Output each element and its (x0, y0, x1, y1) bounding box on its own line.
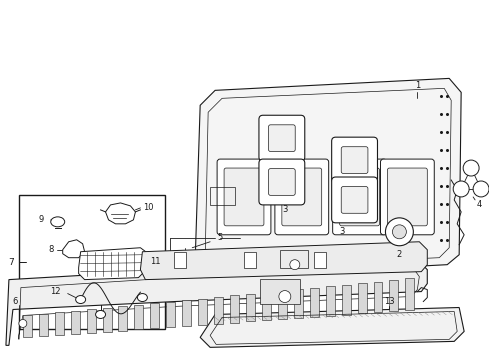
Bar (405, 279, 415, 310)
Bar (71, 311, 80, 334)
Circle shape (473, 181, 489, 197)
FancyBboxPatch shape (259, 115, 305, 161)
FancyBboxPatch shape (217, 159, 271, 235)
FancyBboxPatch shape (341, 186, 368, 213)
Bar (294, 289, 303, 318)
Polygon shape (105, 203, 135, 224)
Bar (314, 252, 326, 268)
Bar (260, 279, 300, 303)
Ellipse shape (96, 310, 105, 319)
Bar (342, 285, 350, 315)
Ellipse shape (51, 217, 65, 227)
Bar (55, 312, 64, 335)
Text: 9: 9 (38, 215, 44, 224)
Bar (182, 300, 191, 326)
Polygon shape (200, 307, 464, 347)
Polygon shape (195, 78, 461, 278)
Text: 5: 5 (218, 233, 223, 242)
Circle shape (463, 160, 479, 176)
FancyBboxPatch shape (380, 159, 434, 235)
Text: 3: 3 (282, 206, 288, 215)
Bar (174, 252, 186, 268)
Bar (198, 298, 207, 325)
FancyBboxPatch shape (275, 159, 329, 235)
Circle shape (290, 260, 300, 270)
FancyBboxPatch shape (341, 147, 368, 174)
Bar (373, 282, 383, 312)
Bar (150, 303, 159, 328)
Circle shape (392, 225, 406, 239)
Polygon shape (63, 240, 85, 258)
Bar (230, 296, 239, 323)
Bar (134, 305, 144, 329)
Bar (246, 294, 255, 321)
FancyBboxPatch shape (269, 168, 295, 195)
Text: 3: 3 (339, 227, 344, 236)
Ellipse shape (137, 293, 147, 302)
Circle shape (279, 291, 291, 302)
Circle shape (19, 319, 27, 328)
Circle shape (453, 181, 469, 197)
Bar (390, 280, 398, 311)
FancyBboxPatch shape (388, 168, 427, 226)
Polygon shape (6, 262, 427, 345)
FancyBboxPatch shape (269, 125, 295, 152)
Text: 10: 10 (143, 203, 154, 212)
Ellipse shape (75, 296, 86, 303)
Polygon shape (78, 248, 148, 280)
FancyBboxPatch shape (259, 159, 305, 205)
FancyBboxPatch shape (332, 177, 377, 223)
Bar (119, 306, 127, 330)
Bar (358, 283, 367, 313)
Bar (19, 195, 165, 329)
Bar (310, 288, 318, 317)
Bar (87, 309, 96, 333)
FancyBboxPatch shape (282, 168, 322, 226)
Bar (23, 315, 32, 337)
FancyBboxPatch shape (332, 137, 377, 183)
Text: 8: 8 (48, 245, 53, 254)
Bar (214, 297, 223, 324)
Text: 4: 4 (476, 201, 482, 210)
Bar (326, 286, 335, 316)
Circle shape (386, 218, 414, 246)
Text: 12: 12 (50, 287, 61, 296)
Bar (262, 292, 271, 320)
Bar (210, 187, 235, 205)
Bar (244, 252, 256, 268)
FancyBboxPatch shape (333, 159, 387, 235)
Text: 6: 6 (12, 297, 18, 306)
Text: 11: 11 (150, 257, 161, 266)
Bar (102, 308, 112, 332)
Polygon shape (141, 242, 427, 280)
Bar (166, 302, 175, 327)
Bar (280, 250, 308, 268)
FancyBboxPatch shape (340, 168, 379, 226)
Text: 13: 13 (384, 297, 395, 306)
FancyBboxPatch shape (224, 168, 264, 226)
Bar (278, 291, 287, 319)
Text: 2: 2 (397, 250, 402, 259)
Text: 7: 7 (8, 258, 14, 267)
Bar (39, 314, 48, 336)
Text: 1: 1 (415, 81, 420, 90)
